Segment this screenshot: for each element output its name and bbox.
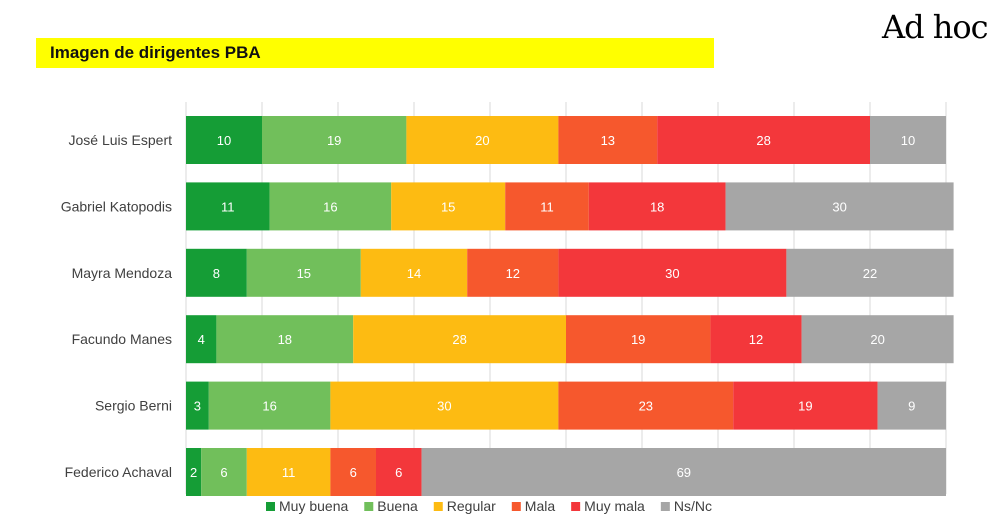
- data-label: 19: [327, 133, 341, 148]
- data-label: 30: [437, 399, 451, 414]
- legend-swatch: [571, 502, 581, 511]
- legend-label: Ns/Nc: [674, 498, 712, 514]
- data-label: 9: [908, 399, 915, 414]
- bar-segment: [733, 381, 878, 430]
- legend-swatch: [364, 502, 374, 511]
- bar-segment: [588, 182, 726, 231]
- data-label: 28: [756, 133, 770, 148]
- bar-segment: [208, 381, 331, 430]
- bar-segment: [725, 182, 954, 231]
- bar-segment: [330, 448, 376, 496]
- data-label: 10: [217, 133, 231, 148]
- data-label: 3: [194, 399, 201, 414]
- data-label: 12: [506, 266, 520, 281]
- legend-label: Muy mala: [584, 498, 645, 514]
- data-label: 11: [282, 465, 296, 480]
- data-label: 30: [665, 266, 679, 281]
- data-label: 11: [221, 199, 235, 214]
- category-label: Sergio Berni: [95, 398, 172, 414]
- bar-segment: [262, 116, 407, 164]
- data-label: 28: [452, 332, 466, 347]
- legend-label: Mala: [525, 498, 556, 514]
- data-label: 23: [639, 399, 653, 414]
- bar-segment: [786, 248, 954, 297]
- bar-segment: [186, 448, 202, 496]
- data-label: 2: [190, 465, 197, 480]
- bar-segment: [360, 248, 468, 297]
- bar-segment: [801, 315, 954, 364]
- bar-segment: [391, 182, 506, 231]
- bar-segment: [216, 315, 354, 364]
- title-banner: Imagen de dirigentes PBA: [36, 38, 714, 68]
- data-label: 6: [395, 465, 402, 480]
- bar-segment: [505, 182, 589, 231]
- bar-segment: [186, 116, 262, 164]
- data-label: 20: [870, 332, 884, 347]
- bar-segment: [186, 248, 247, 297]
- chart-title: Imagen de dirigentes PBA: [50, 43, 261, 62]
- data-label: 6: [350, 465, 357, 480]
- bar-segment: [877, 381, 946, 430]
- data-label: 6: [220, 465, 227, 480]
- legend-swatch: [433, 502, 443, 511]
- category-label: Gabriel Katopodis: [61, 198, 172, 214]
- category-label: José Luis Espert: [69, 132, 173, 148]
- category-label: Federico Achaval: [65, 464, 172, 480]
- data-label: 4: [198, 332, 205, 347]
- data-label: 10: [901, 133, 915, 148]
- bar-segment: [353, 315, 566, 364]
- bar-segment: [246, 448, 331, 496]
- category-label: Mayra Mendoza: [72, 265, 173, 281]
- legend-label: Regular: [447, 498, 496, 514]
- legend-swatch: [511, 502, 521, 511]
- bar-segment: [558, 381, 734, 430]
- bar-segment: [558, 116, 658, 164]
- bar-segment: [870, 116, 946, 164]
- brand-logo: Ad hoc: [882, 8, 989, 46]
- bar-segment: [201, 448, 247, 496]
- data-label: 20: [475, 133, 489, 148]
- data-label: 15: [297, 266, 311, 281]
- bar-segment: [376, 448, 422, 496]
- bar-segment: [269, 182, 392, 231]
- data-label: 15: [441, 199, 455, 214]
- bar-segment: [566, 315, 711, 364]
- data-label: 11: [540, 199, 554, 214]
- bar-segment: [421, 448, 947, 496]
- bar-segment: [186, 381, 209, 430]
- bar-segment: [186, 315, 217, 364]
- legend-label: Buena: [377, 498, 418, 514]
- data-label: 22: [863, 266, 877, 281]
- bar-segment: [710, 315, 802, 364]
- bar-segment: [330, 381, 559, 430]
- legend-label: Muy buena: [279, 498, 348, 514]
- bar-segment: [657, 116, 870, 164]
- data-label: 14: [407, 266, 421, 281]
- bar-segment: [406, 116, 559, 164]
- data-label: 18: [650, 199, 664, 214]
- category-label: Facundo Manes: [72, 331, 172, 347]
- data-label: 19: [798, 399, 812, 414]
- bar-segment: [558, 248, 787, 297]
- legend-swatch: [660, 502, 670, 511]
- data-label: 16: [323, 199, 337, 214]
- data-label: 13: [601, 133, 615, 148]
- bar-segment: [246, 248, 361, 297]
- bar-segment: [467, 248, 559, 297]
- legend-swatch: [266, 502, 275, 511]
- data-label: 12: [749, 332, 763, 347]
- data-label: 8: [213, 266, 220, 281]
- data-label: 30: [832, 199, 846, 214]
- data-label: 19: [631, 332, 645, 347]
- data-label: 18: [278, 332, 292, 347]
- data-label: 16: [262, 399, 276, 414]
- data-label: 69: [677, 465, 691, 480]
- bar-segment: [186, 182, 270, 231]
